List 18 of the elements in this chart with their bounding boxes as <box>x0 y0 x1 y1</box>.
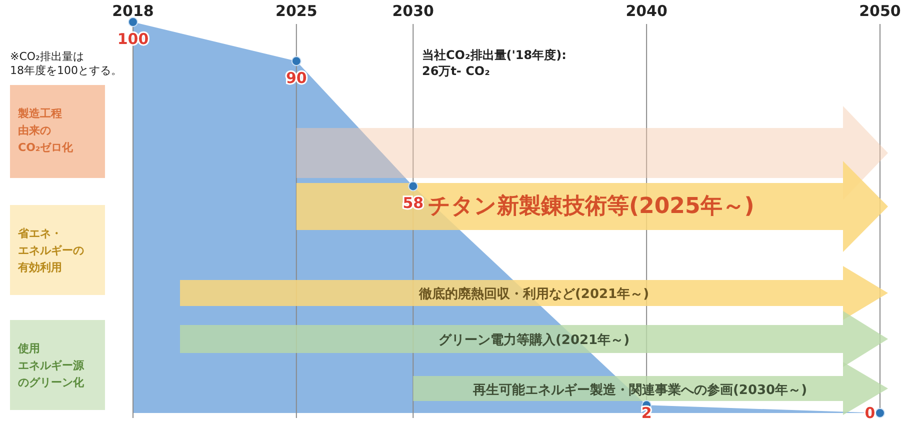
annotation: グリーン電力等購入(2021年～) <box>438 332 630 348</box>
annotation: 徹底的廃熱回収・利用など(2021年～) <box>418 286 650 302</box>
x-tick-label: 2050 <box>859 2 901 20</box>
text: 使用エネルギー源のグリーン化 <box>17 342 85 389</box>
x-tick-label: 2030 <box>392 2 434 20</box>
text: ※CO₂排出量は 18年度を100とする。 <box>10 50 122 77</box>
x-tick-label: 2018 <box>112 2 154 20</box>
text: 製造工程由来のCO₂ゼロ化 <box>17 107 74 154</box>
data-label: 0 <box>864 404 876 422</box>
x-tick-label: 2025 <box>276 2 318 20</box>
text: 省エネ・エネルギーの有効利用 <box>17 227 84 274</box>
x-tick-label: 2040 <box>626 2 668 20</box>
data-label: 90 <box>286 69 307 88</box>
annotation: チタン新製錬技術等(2025年～) <box>428 193 754 219</box>
annotation: 当社CO₂排出量('18年度): 26万t- CO₂ <box>422 48 566 78</box>
annotation: 再生可能エネルギー製造・関連事業への参画(2030年～) <box>472 382 808 398</box>
data-label: 58 <box>402 194 424 212</box>
data-label: 2 <box>641 404 652 422</box>
